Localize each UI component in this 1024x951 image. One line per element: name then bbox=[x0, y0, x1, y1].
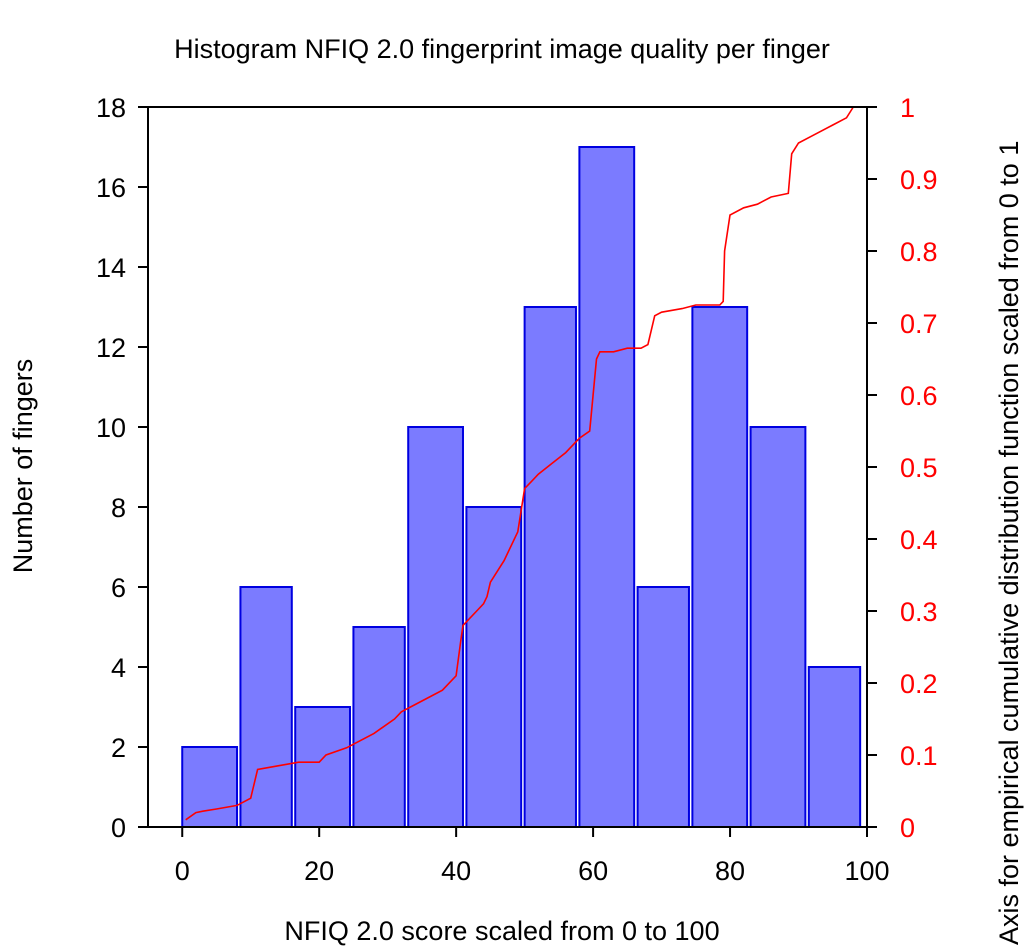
y-tick-label-2: 4 bbox=[111, 653, 126, 683]
y-tick-label-5: 10 bbox=[96, 413, 126, 443]
y-tick-label-4: 8 bbox=[111, 493, 126, 523]
y2-tick-label-5: 0.5 bbox=[900, 453, 938, 483]
bar-10 bbox=[749, 426, 807, 828]
bar-3 bbox=[352, 626, 406, 828]
y-tick-label-3: 6 bbox=[111, 573, 126, 603]
y2-tick-label-9: 0.9 bbox=[900, 165, 938, 195]
bar-11 bbox=[807, 666, 862, 828]
y2-tick-label-2: 0.2 bbox=[900, 669, 938, 699]
bar-5 bbox=[465, 506, 523, 828]
chart-title: Histogram NFIQ 2.0 fingerprint image qua… bbox=[174, 34, 830, 64]
bar-6 bbox=[523, 306, 577, 828]
bars-layer bbox=[181, 146, 862, 828]
y2-tick-label-4: 0.4 bbox=[900, 525, 938, 555]
ecdf-line bbox=[185, 106, 854, 821]
x-tick-label-3: 60 bbox=[578, 856, 608, 886]
x-tick-label-2: 40 bbox=[441, 856, 471, 886]
x-tick-label-5: 100 bbox=[844, 856, 889, 886]
ticks-layer: 0 2 4 6 8 10 12 14 16 18 0 20 40 60 80 100 0 0.1 0.2 0.3 0.4… bbox=[96, 93, 938, 886]
ecdf-layer bbox=[185, 106, 854, 821]
y2-tick-label-0: 0 bbox=[900, 813, 915, 843]
x-axis-label: NFIQ 2.0 score scaled from 0 to 100 bbox=[284, 916, 719, 946]
y2-tick-label-3: 0.3 bbox=[900, 597, 938, 627]
bar-8 bbox=[636, 586, 690, 828]
x-tick-label-4: 80 bbox=[715, 856, 745, 886]
y2-axis-label: Axis for empirical cumulative distributi… bbox=[994, 141, 1024, 945]
y-tick-label-1: 2 bbox=[111, 733, 126, 763]
x-tick-label-0: 0 bbox=[175, 856, 190, 886]
bar-1 bbox=[239, 586, 293, 828]
y-tick-label-9: 18 bbox=[96, 93, 126, 123]
bar-2 bbox=[294, 706, 352, 828]
y-tick-label-6: 12 bbox=[96, 333, 126, 363]
bar-4 bbox=[407, 426, 464, 828]
y-tick-label-8: 16 bbox=[96, 173, 126, 203]
y2-tick-label-1: 0.1 bbox=[900, 741, 938, 771]
bar-0 bbox=[181, 746, 239, 828]
bar-7 bbox=[578, 146, 636, 828]
y-axis-label: Number of fingers bbox=[8, 359, 38, 574]
y2-tick-label-10: 1 bbox=[900, 93, 915, 123]
y2-tick-label-8: 0.8 bbox=[900, 237, 938, 267]
y-tick-label-0: 0 bbox=[111, 813, 126, 843]
y2-tick-label-6: 0.6 bbox=[900, 381, 938, 411]
y2-tick-label-7: 0.7 bbox=[900, 309, 938, 339]
y-tick-label-7: 14 bbox=[96, 253, 126, 283]
bar-9 bbox=[691, 306, 749, 828]
x-tick-label-1: 20 bbox=[304, 856, 334, 886]
